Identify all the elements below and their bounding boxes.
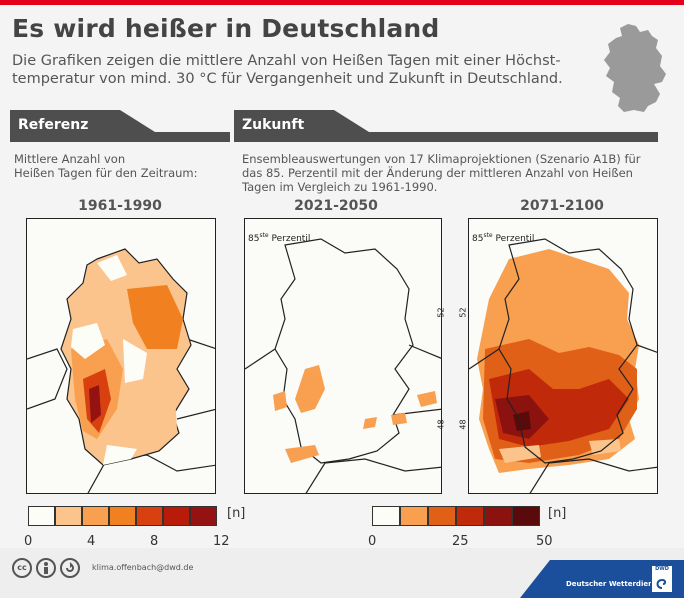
- contact-email: klima.offenbach@dwd.de: [92, 563, 194, 572]
- germany-silhouette-icon: [604, 24, 666, 112]
- legend-color-cell: [55, 506, 82, 526]
- reference-description: Mittlere Anzahl von Heißen Tagen für den…: [14, 152, 198, 180]
- section-label-referenz: Referenz: [18, 117, 89, 133]
- future-description: Ensembleauswertungen von 17 Klimaprojekt…: [242, 152, 641, 194]
- legend-color-cell: [456, 506, 484, 526]
- section-bar-referenz: Referenz: [10, 110, 230, 142]
- legend-color-cell: [28, 506, 55, 526]
- latitude-label-48: 48: [436, 419, 446, 430]
- top-accent-bar: [0, 0, 684, 5]
- page-subtitle: Die Grafiken zeigen die mittlere Anzahl …: [12, 53, 563, 87]
- dwd-logo-icon: [651, 565, 673, 593]
- legend-color-cell: [190, 506, 217, 526]
- map-reference-1961-1990: [26, 218, 216, 494]
- legend-color-cell: [82, 506, 109, 526]
- map-period-1961-1990: 1961-1990: [78, 198, 162, 214]
- legend-color-cell: [428, 506, 456, 526]
- map-period-2071-2100: 2071-2100: [520, 198, 604, 214]
- legend-color-cell: [400, 506, 428, 526]
- map-future-2071-2100: [468, 218, 658, 494]
- legend-tick-label: 0: [368, 534, 377, 549]
- creative-commons-icon: cc: [12, 558, 32, 578]
- section-bar-zukunft: Zukunft: [234, 110, 658, 142]
- legend-color-cell: [163, 506, 190, 526]
- legend-unit: [n]: [227, 506, 246, 521]
- legend-color-cell: [512, 506, 540, 526]
- latitude-label-48-right: 48: [458, 419, 468, 430]
- map-period-2021-2050: 2021-2050: [294, 198, 378, 214]
- legend-tick-label: 8: [150, 534, 159, 549]
- share-alike-icon: [60, 558, 80, 578]
- perzentil-label-2021-2050: 85ste Perzentil: [248, 232, 311, 244]
- legend-tick-label: 0: [24, 534, 33, 549]
- legend-tick-label: 4: [87, 534, 96, 549]
- legend-tick-label: 25: [452, 534, 469, 549]
- page-title: Es wird heißer in Deutschland: [12, 14, 440, 43]
- legend-tick-label: 50: [536, 534, 553, 549]
- legend-color-cell: [372, 506, 400, 526]
- perzentil-label-2071-2100: 85ste Perzentil: [472, 232, 535, 244]
- latitude-label-52: 52: [436, 307, 446, 318]
- latitude-label-52-right: 52: [458, 307, 468, 318]
- legend-unit: [n]: [548, 506, 567, 521]
- section-label-zukunft: Zukunft: [242, 117, 305, 133]
- dwd-organization-name: Deutscher Wetterdienst: [566, 580, 661, 588]
- dwd-logo-text: DWD: [655, 566, 669, 572]
- legend-color-cell: [484, 506, 512, 526]
- dwd-band: [520, 560, 684, 598]
- legend-color-cell: [136, 506, 163, 526]
- attribution-icon: [36, 558, 56, 578]
- legend-color-cell: [109, 506, 136, 526]
- map-future-2021-2050: [244, 218, 442, 494]
- legend-tick-label: 12: [213, 534, 230, 549]
